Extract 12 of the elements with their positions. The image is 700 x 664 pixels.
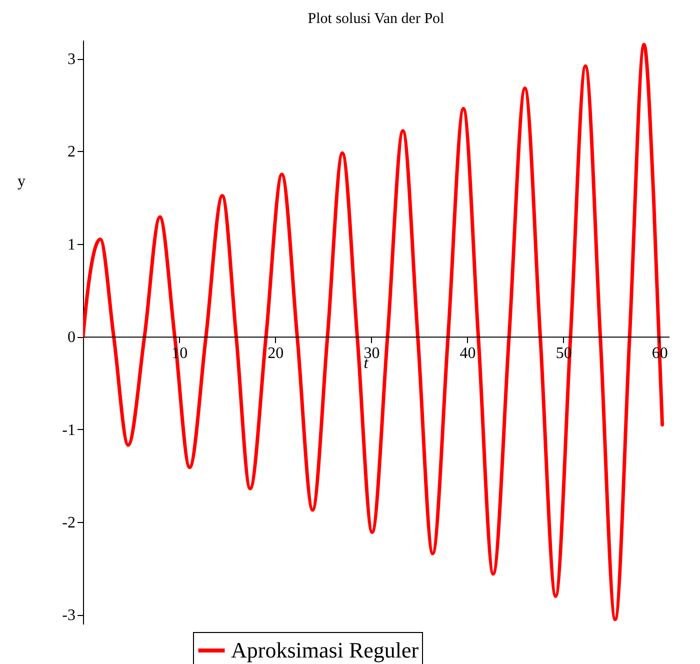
y-tick-label: 3 [68,51,76,68]
y-tick-label: 2 [68,144,76,161]
chart-title: Plot solusi Van der Pol [308,11,444,27]
y-tick-label: -1 [62,422,76,439]
y-axis-title: y [18,172,26,190]
legend-label: Aproksimasi Reguler [231,638,420,662]
y-tick-label: 1 [68,236,76,254]
y-tick-label: -3 [62,607,76,624]
y-tick-label: -2 [62,514,76,532]
x-tick-label: 20 [268,345,284,362]
y-tick-label: 0 [68,329,76,346]
x-tick-label: 40 [460,345,476,362]
